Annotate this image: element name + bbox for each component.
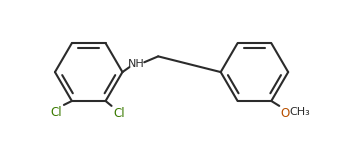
Text: NH: NH xyxy=(128,59,145,69)
Text: O: O xyxy=(280,107,289,120)
Text: CH₃: CH₃ xyxy=(289,107,310,117)
Text: Cl: Cl xyxy=(50,106,62,119)
Text: Cl: Cl xyxy=(114,107,125,120)
